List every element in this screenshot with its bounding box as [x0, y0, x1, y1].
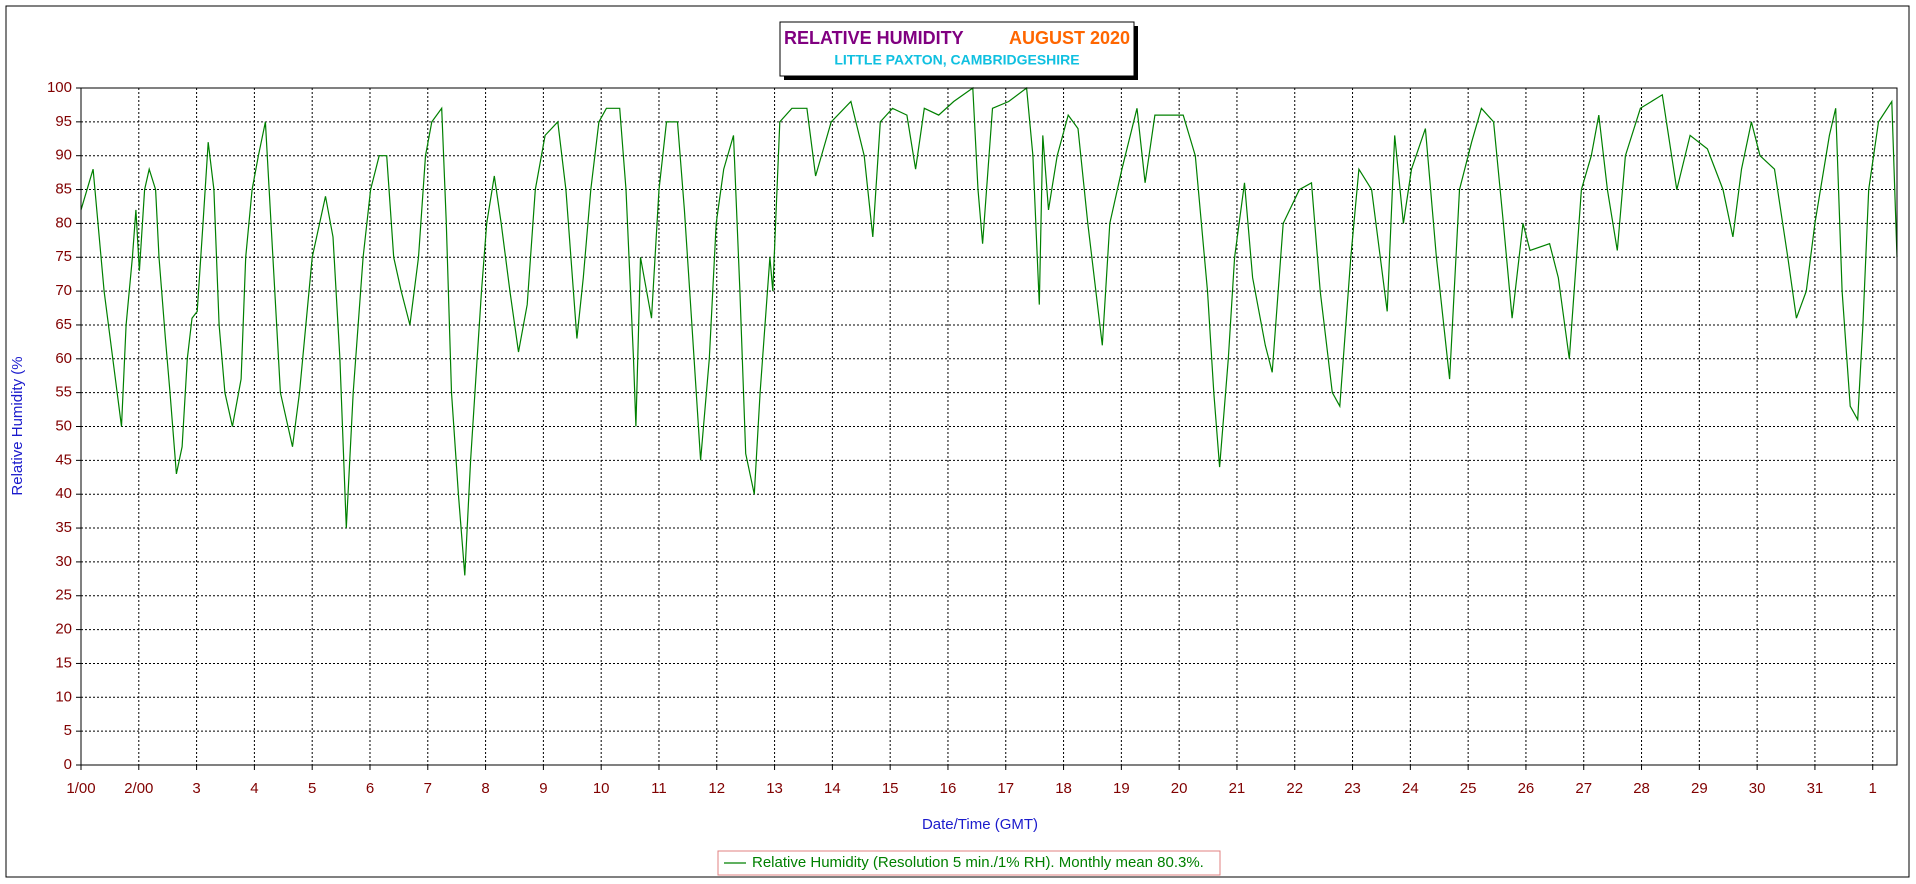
x-tick-label: 10: [593, 780, 610, 797]
x-tick-label: 5: [308, 780, 316, 797]
x-axis-label: Date/Time (GMT): [922, 816, 1038, 833]
chart-subtitle: LITTLE PAXTON, CAMBRIDGESHIRE: [834, 52, 1079, 68]
y-tick-label: 10: [55, 688, 72, 705]
y-tick-label: 95: [55, 113, 72, 130]
chart-border: [5, 5, 1910, 878]
y-tick-label: 70: [55, 282, 72, 299]
y-tick-label: 65: [55, 316, 72, 333]
x-tick-label: 29: [1691, 780, 1708, 797]
x-tick-label: 4: [250, 780, 258, 797]
y-tick-label: 30: [55, 553, 72, 570]
chart-period: AUGUST 2020: [1009, 28, 1130, 48]
x-tick-label: 8: [481, 780, 489, 797]
legend-label: Relative Humidity (Resolution 5 min./1% …: [752, 854, 1204, 871]
x-tick-label: 28: [1633, 780, 1650, 797]
x-tick-label: 12: [708, 780, 725, 797]
x-tick-label: 16: [940, 780, 957, 797]
x-tick-label: 26: [1518, 780, 1535, 797]
x-tick-label: 9: [539, 780, 547, 797]
x-tick-label: 18: [1055, 780, 1072, 797]
y-tick-label: 100: [47, 79, 72, 96]
y-tick-label: 25: [55, 587, 72, 604]
x-tick-label: 30: [1749, 780, 1766, 797]
x-tick-label: 17: [997, 780, 1014, 797]
x-tick-label: 23: [1344, 780, 1361, 797]
x-tick-label: 24: [1402, 780, 1419, 797]
y-tick-label: 40: [55, 485, 72, 502]
title-box: [779, 21, 1135, 77]
legend-box: [717, 850, 1221, 876]
plot-frame: [80, 87, 1898, 766]
y-tick-label: 35: [55, 519, 72, 536]
y-tick-label: 0: [64, 756, 72, 773]
y-tick-label: 75: [55, 248, 72, 265]
x-tick-label: 27: [1575, 780, 1592, 797]
x-tick-label: 2/00: [124, 780, 153, 797]
x-tick-label: 31: [1807, 780, 1824, 797]
y-tick-label: 80: [55, 214, 72, 231]
y-axis-label: Relative Humidity (%: [9, 356, 26, 495]
x-tick-label: 1: [1869, 780, 1877, 797]
x-tick-label: 3: [192, 780, 200, 797]
x-tick-label: 21: [1229, 780, 1246, 797]
y-tick-label: 60: [55, 350, 72, 367]
data-line: [80, 86, 1898, 576]
x-tick-label: 13: [766, 780, 783, 797]
y-tick-label: 45: [55, 451, 72, 468]
y-tick-label: 20: [55, 621, 72, 638]
x-tick-label: 14: [824, 780, 841, 797]
x-tick-label: 1/00: [66, 780, 95, 797]
y-tick-label: 50: [55, 417, 72, 434]
y-tick-label: 5: [64, 722, 72, 739]
x-tick-label: 19: [1113, 780, 1130, 797]
chart-title: RELATIVE HUMIDITY: [784, 28, 964, 48]
y-tick-label: 55: [55, 384, 72, 401]
x-tick-label: 22: [1286, 780, 1303, 797]
x-tick-label: 25: [1460, 780, 1477, 797]
x-tick-label: 7: [424, 780, 432, 797]
y-tick-label: 15: [55, 654, 72, 671]
y-tick-label: 90: [55, 147, 72, 164]
x-tick-label: 20: [1171, 780, 1188, 797]
x-tick-label: 6: [366, 780, 374, 797]
y-tick-label: 85: [55, 181, 72, 198]
x-tick-label: 15: [882, 780, 899, 797]
x-tick-label: 11: [651, 780, 667, 797]
